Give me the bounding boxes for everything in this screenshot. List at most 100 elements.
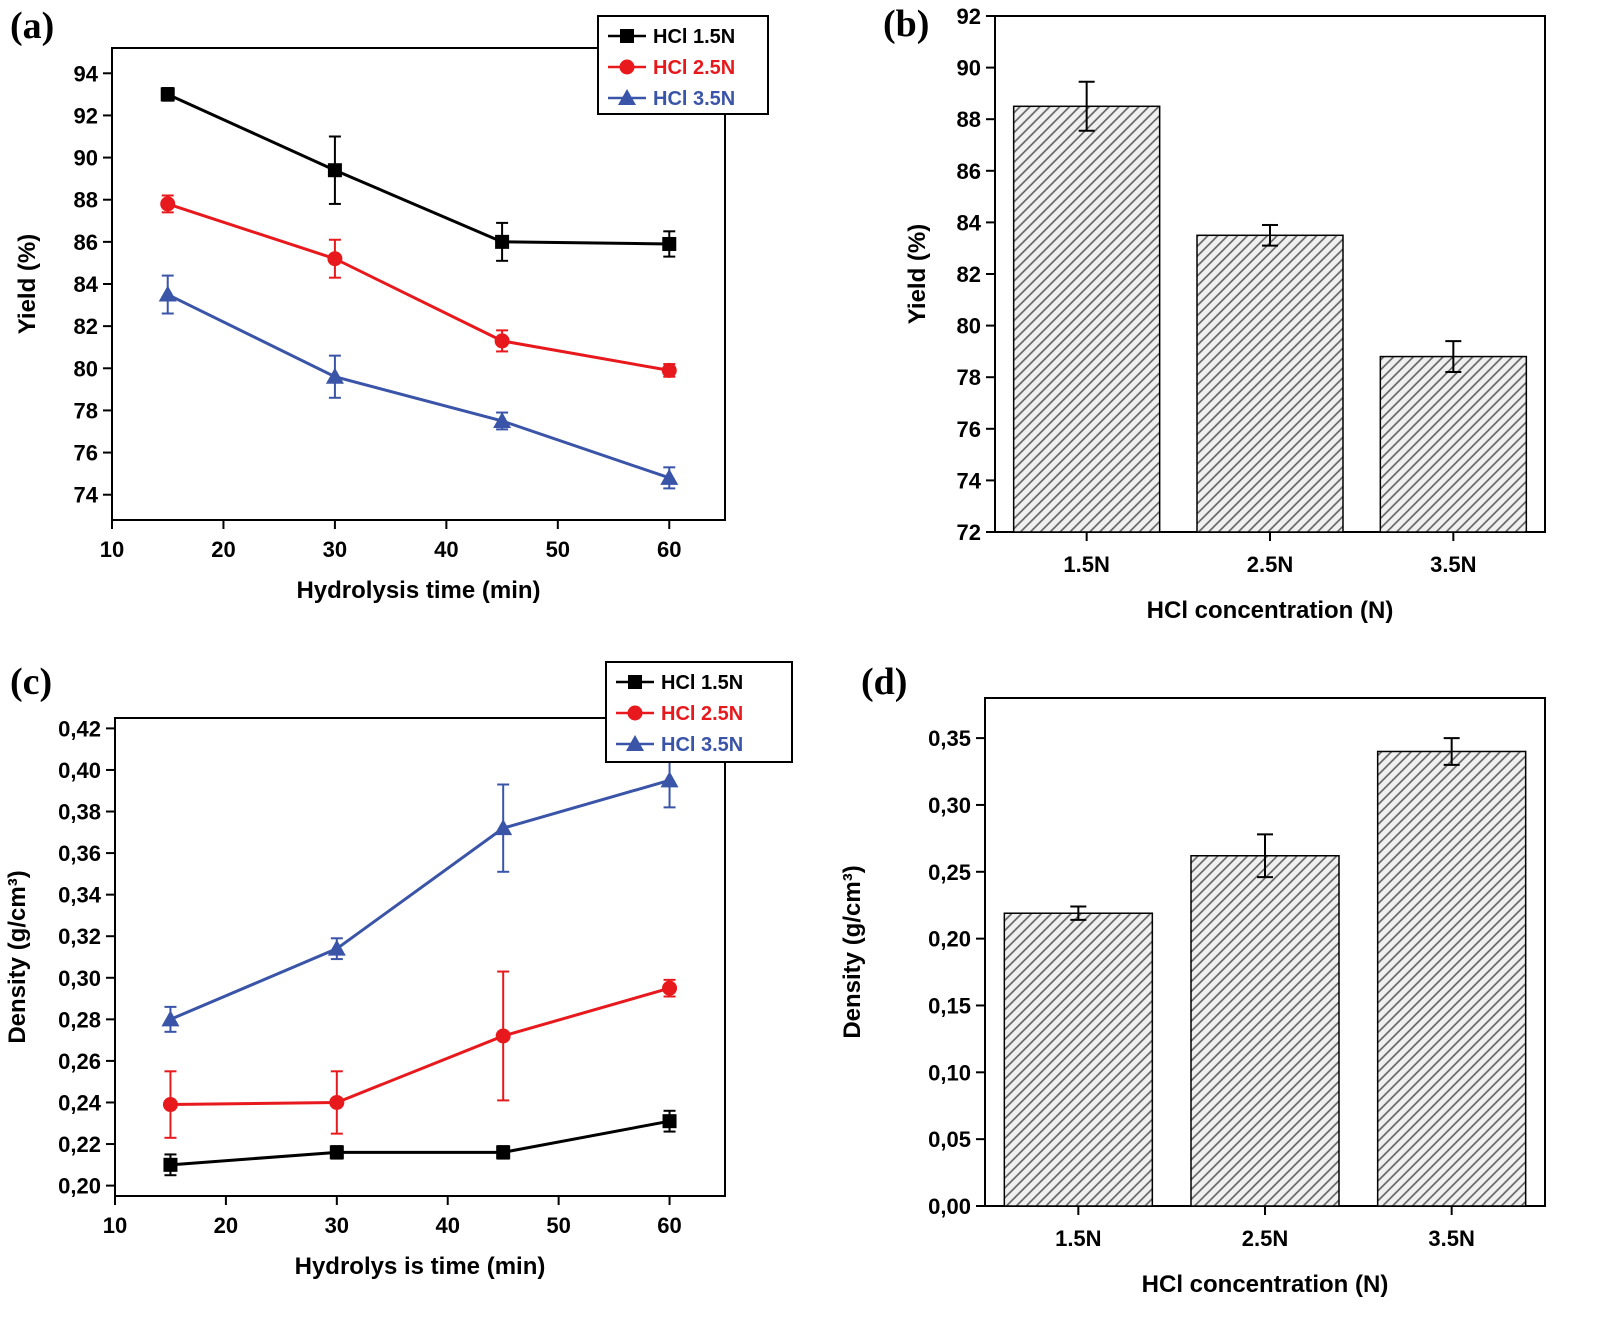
y-tick-label: 88 bbox=[74, 188, 98, 213]
x-tick-label: 30 bbox=[323, 537, 347, 562]
y-tick-label: 0,32 bbox=[58, 924, 101, 949]
category-label: 2.5N bbox=[1247, 552, 1293, 577]
category-label: 1.5N bbox=[1063, 552, 1109, 577]
y-tick-label: 76 bbox=[957, 417, 981, 442]
x-tick-label: 40 bbox=[434, 537, 458, 562]
x-tick-label: 60 bbox=[657, 537, 681, 562]
y-tick-label: 90 bbox=[74, 146, 98, 171]
x-axis-label: Hydrolysis time (min) bbox=[296, 577, 540, 604]
panel-c-label: (c) bbox=[10, 661, 53, 703]
x-tick-label: 20 bbox=[214, 1213, 238, 1238]
y-tick-label: 0,20 bbox=[58, 1174, 101, 1199]
legend-label: HCl 3.5N bbox=[653, 88, 735, 110]
series-hcl-3.5n bbox=[161, 752, 679, 1033]
legend-label: HCl 2.5N bbox=[661, 703, 743, 725]
axes: 72 74 76 78 80 82 84 86 88 90 92 HCl concentration … bbox=[904, 4, 1546, 624]
y-tick-label: 94 bbox=[74, 61, 99, 86]
y-tick-label: 0,30 bbox=[928, 793, 971, 818]
y-tick-label: 80 bbox=[74, 356, 98, 381]
x-tick-label: 10 bbox=[103, 1213, 127, 1238]
axes: 0,20 0,22 0,24 0,26 0,28 0,30 0,32 0,34 0,36 0,38… bbox=[4, 716, 726, 1280]
bar-2.5N bbox=[1190, 854, 1340, 1207]
y-tick-label: 90 bbox=[957, 56, 981, 81]
y-tick-label: 78 bbox=[957, 365, 981, 390]
chart-a-yield-vs-time: 74 76 78 80 82 84 86 88 90 92 94 10 20 30 40 50 60 Hydrol… bbox=[14, 15, 769, 604]
y-axis-label: Density (g/cm³) bbox=[4, 870, 31, 1043]
x-axis-label: HCl concentration (N) bbox=[1142, 1271, 1389, 1298]
legend: HCl 1.5N HCl 2.5N HCl 3.5N bbox=[605, 661, 793, 763]
panel-d-label: (d) bbox=[861, 661, 908, 703]
bar-3.5N bbox=[1376, 750, 1527, 1207]
y-tick-label: 0,00 bbox=[928, 1194, 971, 1219]
y-tick-label: 0,05 bbox=[928, 1127, 971, 1152]
y-tick-label: 0,24 bbox=[58, 1090, 102, 1115]
panel-a-label: (a) bbox=[10, 5, 55, 47]
y-tick-label: 74 bbox=[957, 468, 982, 493]
legend-label: HCl 1.5N bbox=[661, 672, 743, 694]
bars bbox=[1003, 737, 1527, 1207]
panel-d: (d) 0,00 0,05 0,10 0,15 0,20 0,25 0,30 0,35 HCl … bbox=[805, 660, 1605, 1332]
y-tick-label: 82 bbox=[957, 262, 981, 287]
y-tick-label: 76 bbox=[74, 441, 98, 466]
chart-b-yield-vs-concentration: 72 74 76 78 80 82 84 86 88 90 92 HCl concentration … bbox=[904, 4, 1546, 624]
y-tick-label: 0,15 bbox=[928, 993, 971, 1018]
y-tick-label: 86 bbox=[74, 230, 98, 255]
y-tick-label: 0,30 bbox=[58, 966, 101, 991]
y-tick-label: 84 bbox=[74, 272, 99, 297]
x-tick-label: 50 bbox=[546, 1213, 570, 1238]
y-tick-label: 0,38 bbox=[58, 800, 101, 825]
x-tick-label: 50 bbox=[546, 537, 570, 562]
axes: 74 76 78 80 82 84 86 88 90 92 94 10 20 30 40 50 60 Hydrol… bbox=[14, 47, 726, 604]
category-label: 1.5N bbox=[1055, 1226, 1101, 1251]
y-tick-label: 86 bbox=[957, 159, 981, 184]
bars bbox=[1012, 80, 1528, 533]
y-tick-label: 0,36 bbox=[58, 841, 101, 866]
y-tick-label: 84 bbox=[957, 210, 982, 235]
y-tick-label: 0,42 bbox=[58, 716, 101, 741]
y-tick-label: 0,22 bbox=[58, 1132, 101, 1157]
y-tick-label: 0,10 bbox=[928, 1060, 971, 1085]
y-tick-label: 0,20 bbox=[928, 927, 971, 952]
series-hcl-1.5n bbox=[163, 1109, 677, 1177]
series-hcl-2.5n bbox=[162, 970, 678, 1139]
x-tick-label: 40 bbox=[435, 1213, 459, 1238]
y-tick-label: 0,35 bbox=[928, 726, 971, 751]
panel-b: (b) 72 74 76 78 80 82 84 86 88 90 92 HCl concentrat… bbox=[805, 0, 1605, 660]
bar-1.5N bbox=[1012, 105, 1161, 533]
y-axis-label: Yield (%) bbox=[904, 224, 931, 324]
y-tick-label: 92 bbox=[957, 4, 981, 29]
x-tick-label: 10 bbox=[100, 537, 124, 562]
series-hcl-2.5n bbox=[160, 194, 677, 378]
y-tick-label: 82 bbox=[74, 314, 98, 339]
x-tick-label: 20 bbox=[211, 537, 235, 562]
axes: 0,00 0,05 0,10 0,15 0,20 0,25 0,30 0,35 HCl conc… bbox=[839, 697, 1546, 1298]
y-tick-label: 92 bbox=[74, 103, 98, 128]
category-label: 2.5N bbox=[1242, 1226, 1288, 1251]
panel-a: (a) 74 76 78 80 82 84 86 88 90 92 94 10 20 30 40 50 60 Hy… bbox=[0, 0, 805, 660]
bar-3.5N bbox=[1379, 355, 1528, 533]
legend-label: HCl 2.5N bbox=[653, 57, 735, 79]
y-tick-label: 72 bbox=[957, 520, 981, 545]
series-hcl-1.5n bbox=[160, 87, 677, 262]
category-label: 3.5N bbox=[1428, 1226, 1474, 1251]
bar-1.5N bbox=[1003, 912, 1154, 1207]
y-tick-label: 88 bbox=[957, 107, 981, 132]
y-tick-label: 0,25 bbox=[928, 860, 971, 885]
legend-label: HCl 3.5N bbox=[661, 734, 743, 756]
x-axis-label: HCl concentration (N) bbox=[1147, 597, 1394, 624]
y-tick-label: 0,26 bbox=[58, 1049, 101, 1074]
y-axis-label: Yield (%) bbox=[14, 234, 41, 334]
chart-d-density-vs-concentration: 0,00 0,05 0,10 0,15 0,20 0,25 0,30 0,35 HCl conc… bbox=[839, 697, 1546, 1298]
y-tick-label: 80 bbox=[957, 314, 981, 339]
bar-2.5N bbox=[1196, 234, 1344, 533]
y-tick-label: 0,40 bbox=[58, 758, 101, 783]
x-tick-label: 60 bbox=[657, 1213, 681, 1238]
category-label: 3.5N bbox=[1430, 552, 1476, 577]
y-tick-label: 0,28 bbox=[58, 1007, 101, 1032]
legend: HCl 1.5N HCl 2.5N HCl 3.5N bbox=[597, 15, 769, 115]
panel-b-label: (b) bbox=[883, 3, 930, 45]
y-tick-label: 0,34 bbox=[58, 883, 102, 908]
legend-label: HCl 1.5N bbox=[653, 26, 735, 48]
y-tick-label: 74 bbox=[74, 483, 99, 508]
